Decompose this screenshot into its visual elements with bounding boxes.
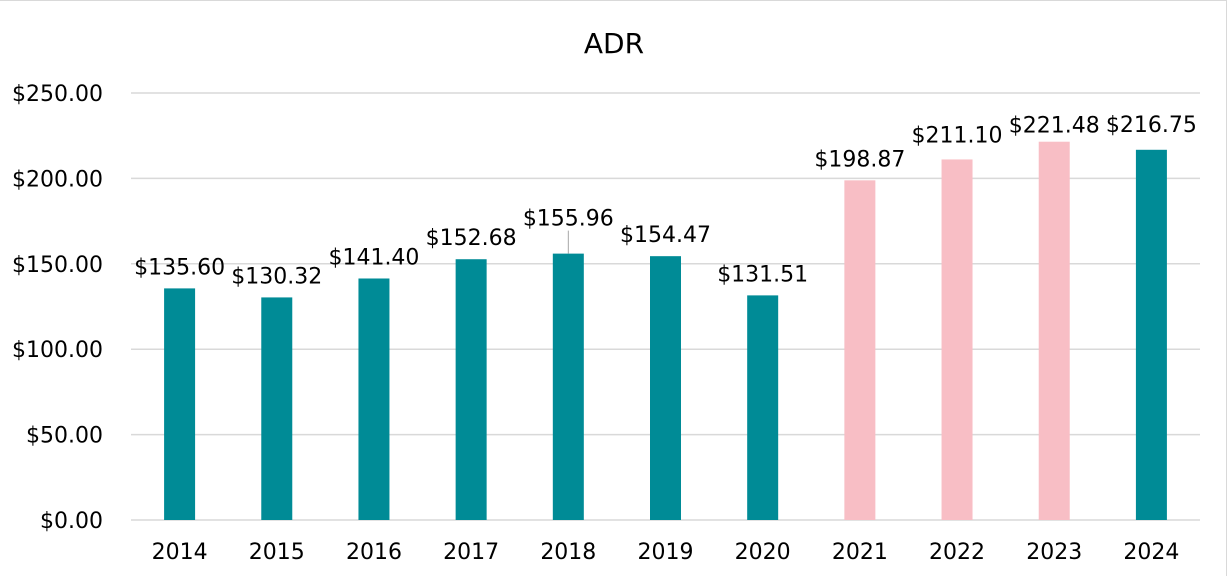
bar: [844, 180, 876, 520]
data-label: $155.96: [523, 207, 614, 232]
bar: [650, 256, 681, 520]
y-tick-label: $0.00: [40, 509, 103, 534]
x-tick-label: 2023: [1026, 540, 1082, 565]
data-label: $135.60: [134, 255, 225, 280]
x-tick-label: 2014: [152, 540, 208, 565]
bar: [552, 253, 584, 521]
x-tick-label: 2017: [443, 540, 499, 565]
x-tick-label: 2016: [346, 540, 402, 565]
data-label: $211.10: [912, 123, 1003, 148]
bar: [747, 295, 779, 520]
bars: [164, 141, 1167, 521]
x-tick-label: 2018: [540, 540, 596, 565]
data-label: $221.48: [1009, 114, 1100, 139]
y-tick-label: $100.00: [12, 338, 103, 363]
y-tick-label: $250.00: [12, 82, 103, 107]
bar: [1038, 141, 1070, 520]
x-axis-category-labels: 2014 2015 2016 2017 2018 2019 2020 2021 2022 2023…: [152, 540, 1180, 565]
data-label: $216.75: [1106, 113, 1197, 138]
x-tick-label: 2024: [1123, 540, 1179, 565]
data-label: $154.47: [620, 223, 711, 248]
x-tick-label: 2022: [929, 540, 985, 565]
bar: [358, 278, 390, 520]
bar: [261, 297, 293, 520]
bar: [941, 159, 973, 520]
x-tick-label: 2020: [735, 540, 791, 565]
x-tick-label: 2021: [832, 540, 888, 565]
chart-title: ADR: [584, 27, 644, 60]
x-tick-label: 2019: [638, 540, 694, 565]
bar: [1135, 149, 1167, 520]
data-labels: $135.60 $130.32$141.40 $152.68$155.96$154.…: [134, 113, 1197, 290]
y-axis-tick-labels: $0.00 $50.00 $100.00 $150.00 $200.00 $250.00: [12, 82, 103, 534]
bar: [455, 259, 487, 520]
y-tick-label: $150.00: [12, 253, 103, 278]
x-tick-label: 2015: [249, 540, 305, 565]
data-label: $130.32: [231, 264, 322, 289]
bar: [164, 288, 196, 520]
data-label: $141.40: [328, 245, 419, 270]
data-label: $198.87: [814, 147, 905, 172]
y-tick-label: $50.00: [26, 424, 103, 449]
data-label: $131.51: [717, 262, 808, 287]
data-label: $152.68: [426, 226, 517, 251]
y-tick-label: $200.00: [12, 167, 103, 192]
